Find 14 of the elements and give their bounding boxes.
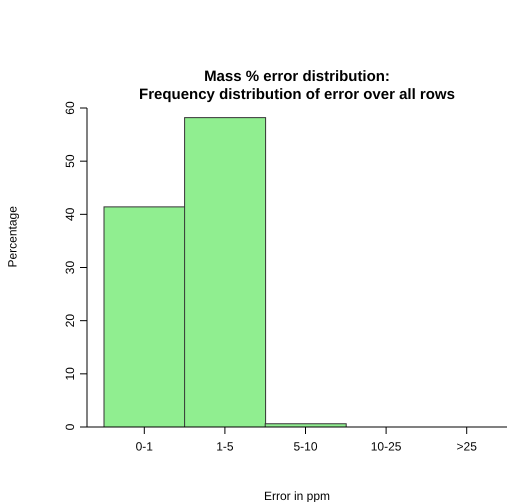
x-tick-label: 5-10 xyxy=(293,440,318,454)
x-tick-label: 0-1 xyxy=(136,440,154,454)
y-tick-label: 0 xyxy=(63,423,77,430)
y-tick-label: 10 xyxy=(63,366,77,381)
x-tick-label: 1-5 xyxy=(216,440,234,454)
y-tick-label: 20 xyxy=(63,314,77,328)
x-tick-label: 10-25 xyxy=(370,440,402,454)
y-tick-label: 30 xyxy=(63,260,77,274)
y-tick-label: 60 xyxy=(63,101,77,115)
x-tick-label: >25 xyxy=(456,440,478,454)
y-axis-title: Percentage xyxy=(5,206,20,268)
y-tick-label: 40 xyxy=(63,207,77,222)
chart-title: Mass % error distribution: Frequency distribution of error over all rows xyxy=(138,68,456,104)
y-tick-label: 50 xyxy=(63,154,77,168)
